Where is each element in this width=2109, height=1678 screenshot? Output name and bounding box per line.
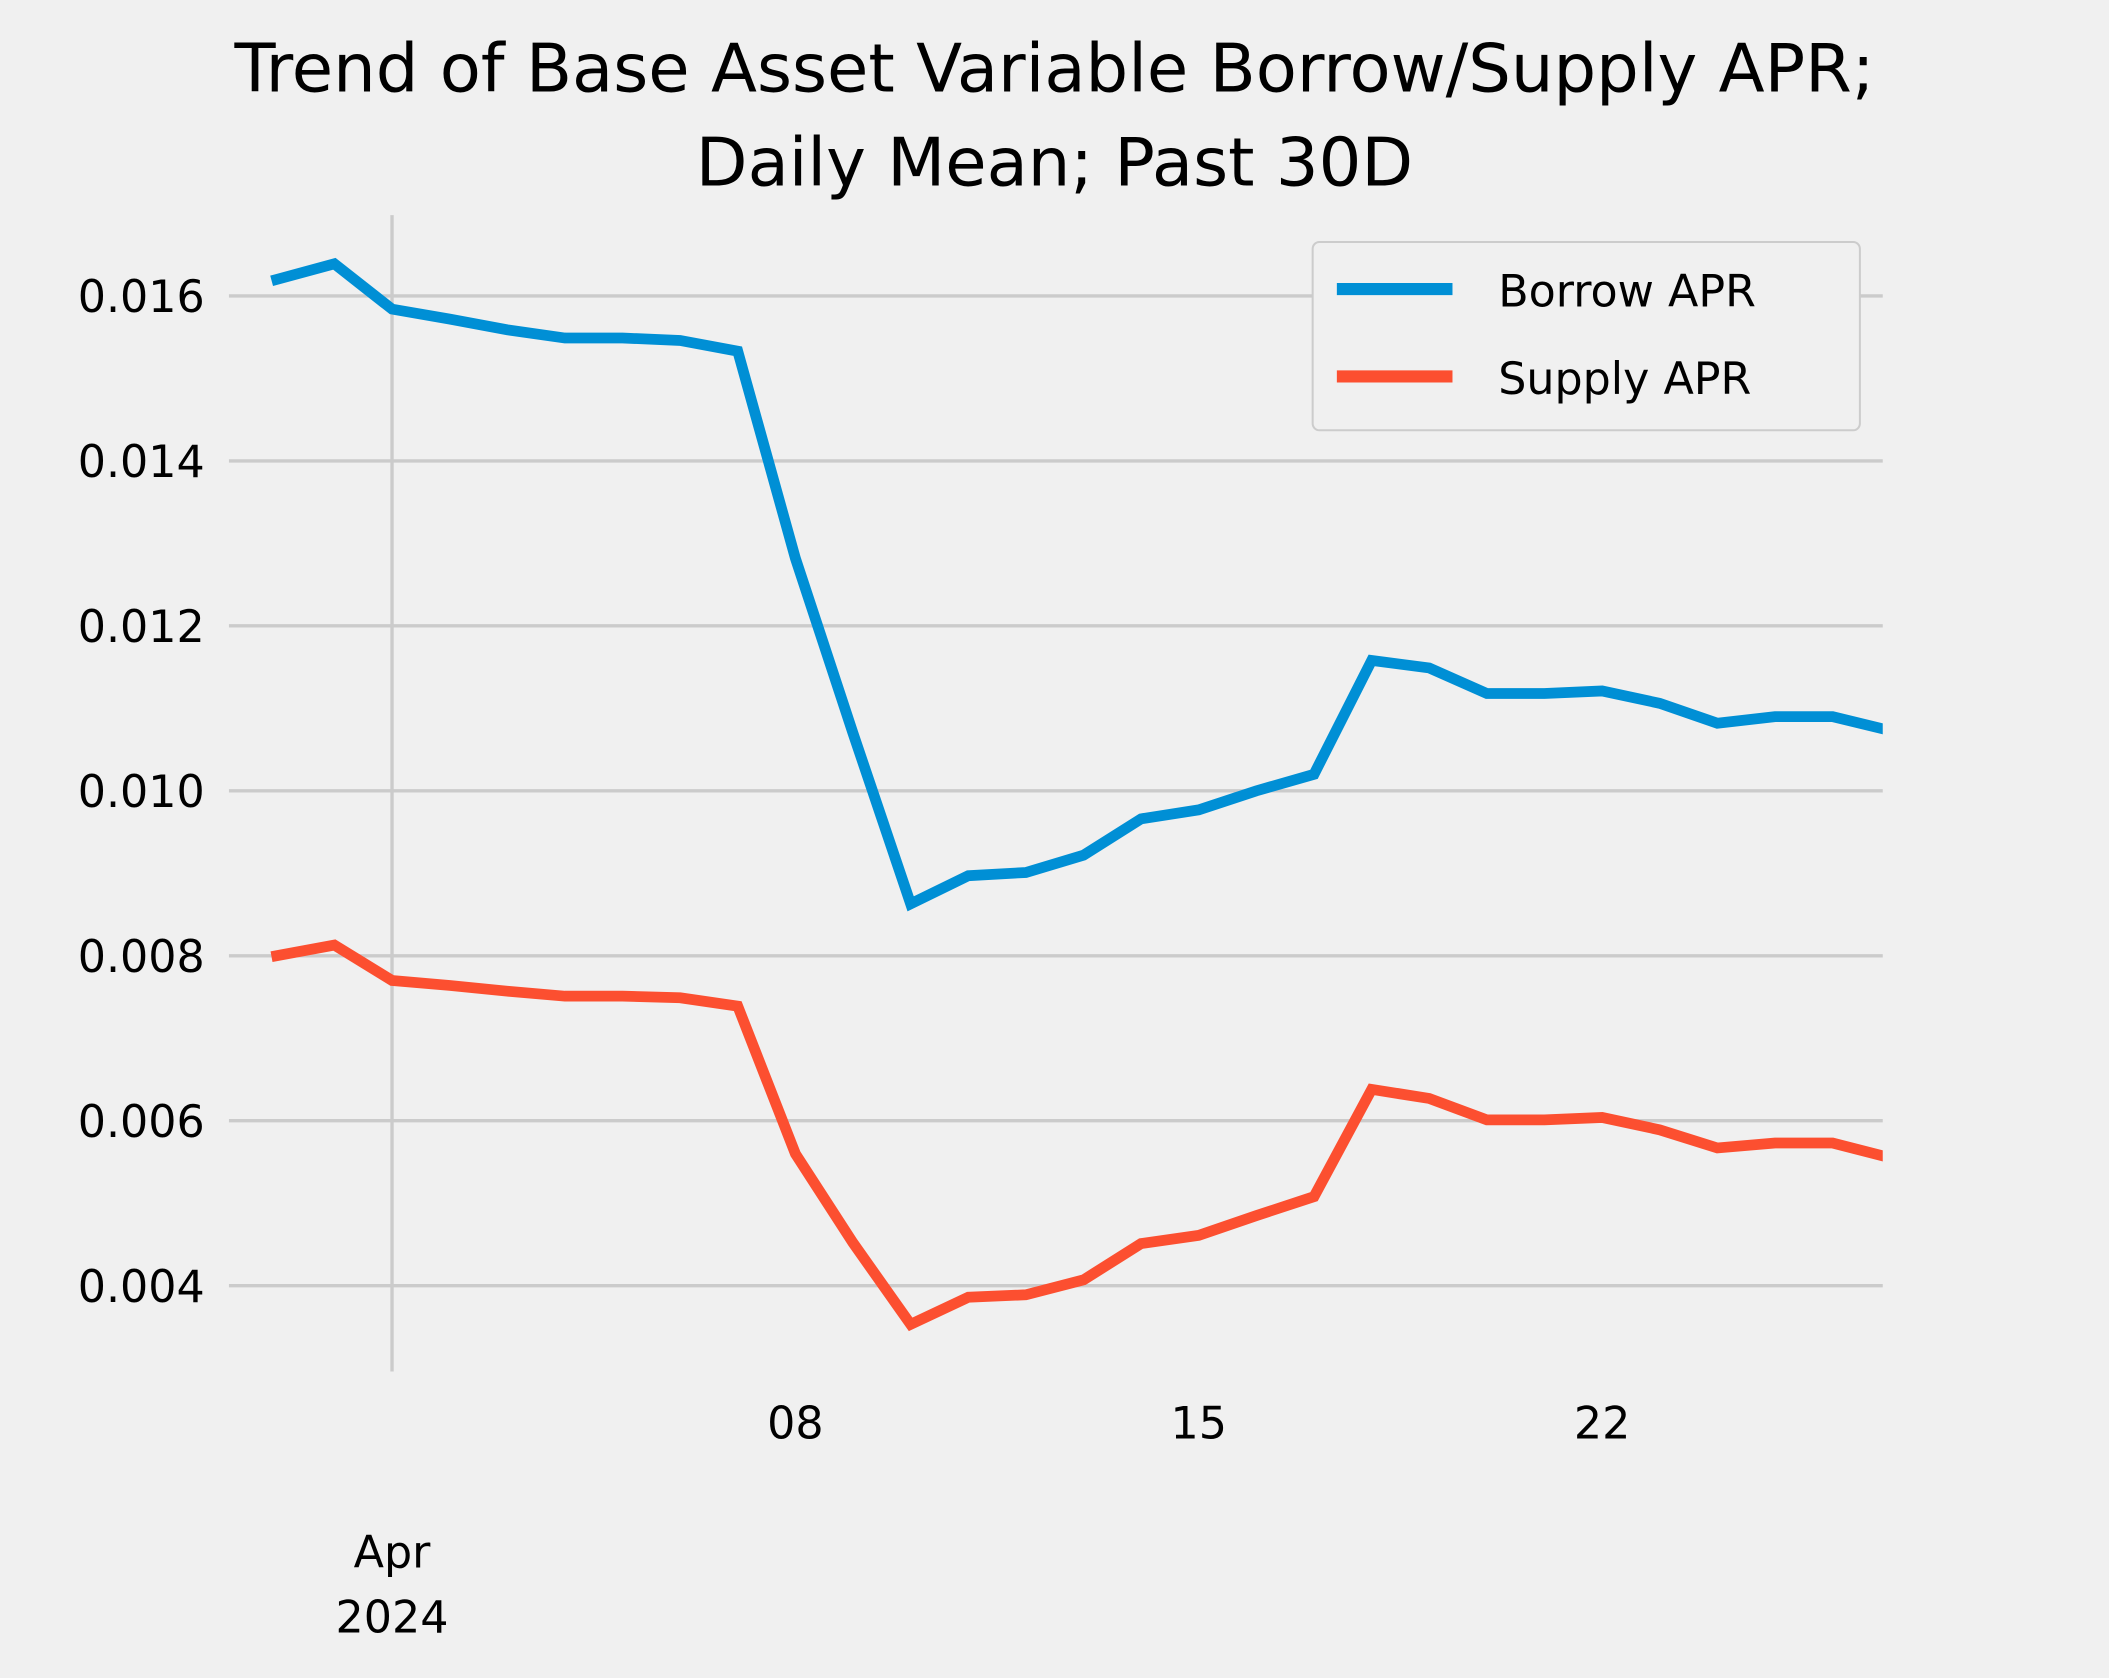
y-tick-label: 0.012: [78, 602, 205, 653]
y-tick-label: 0.014: [78, 437, 205, 488]
y-axis-tick-labels: 0.004 0.006 0.008 0.010 0.012 0.014 0.016: [78, 272, 205, 1313]
y-tick-label: 0.016: [78, 272, 205, 323]
x-tick-label: 22: [1574, 1399, 1630, 1450]
x-major-tick-label: Apr: [354, 1528, 432, 1579]
series-line-borrow-apr: [270, 257, 1883, 912]
legend: Borrow APR Supply APR: [1311, 241, 1861, 432]
chart-title-line-2: Daily Mean; Past 30D: [696, 124, 1413, 202]
y-tick-label: 0.010: [78, 767, 205, 818]
grid: [228, 215, 1883, 1372]
legend-label-borrow: Borrow APR: [1498, 267, 1756, 318]
x-major-tick-label: 2024: [336, 1592, 449, 1643]
series-line-supply-apr: [270, 939, 1883, 1332]
chart-title-line-1: Trend of Base Asset Variable Borrow/Supp…: [233, 29, 1874, 107]
y-tick-label: 0.006: [78, 1097, 205, 1148]
x-tick-label: 15: [1171, 1399, 1227, 1450]
series-lines: [270, 257, 1883, 1332]
x-axis-tick-labels: 08 15 22 Apr 2024: [336, 1399, 1631, 1644]
chart-title: Trend of Base Asset Variable Borrow/Supp…: [233, 29, 1874, 201]
legend-label-supply: Supply APR: [1498, 354, 1751, 405]
y-tick-label: 0.004: [78, 1262, 205, 1313]
y-tick-label: 0.008: [78, 932, 205, 983]
x-tick-label: 08: [767, 1399, 823, 1450]
